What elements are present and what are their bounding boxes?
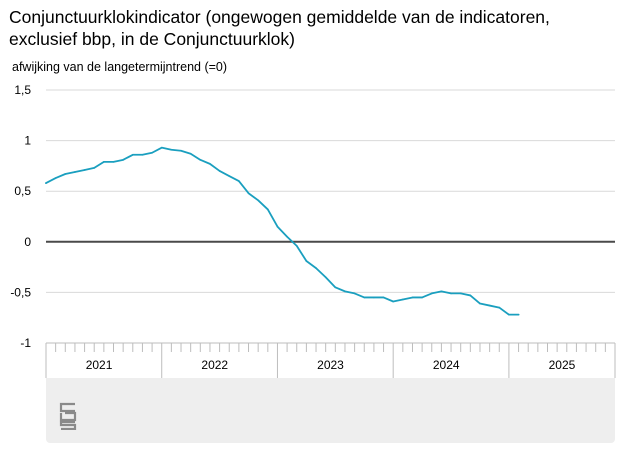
data-point xyxy=(353,292,356,295)
x-tick-label: 2021 xyxy=(86,358,113,372)
data-point xyxy=(267,208,269,211)
y-tick-label: -0,5 xyxy=(10,285,31,299)
data-point xyxy=(421,296,423,299)
data-point xyxy=(209,163,211,165)
data-point xyxy=(93,167,96,169)
data-point xyxy=(411,296,414,299)
data-point xyxy=(45,182,47,184)
data-point xyxy=(131,153,134,156)
data-point xyxy=(305,260,308,262)
data-point xyxy=(373,296,375,299)
x-tick-label: 2023 xyxy=(317,358,344,372)
data-point xyxy=(430,292,433,295)
data-point xyxy=(189,152,192,155)
data-point xyxy=(488,304,491,307)
data-point xyxy=(363,296,366,299)
x-tick-label: 2022 xyxy=(201,358,228,372)
chart-footer xyxy=(46,378,615,443)
data-point xyxy=(180,149,182,152)
y-tick-label: 0 xyxy=(24,235,31,249)
data-point xyxy=(103,161,105,163)
y-tick-label: 0,5 xyxy=(14,184,31,198)
data-point xyxy=(64,173,67,175)
x-tick-label: 2024 xyxy=(433,358,460,372)
data-point xyxy=(334,286,337,289)
data-point xyxy=(141,153,144,156)
data-point xyxy=(469,294,472,297)
data-point xyxy=(276,225,279,228)
y-tick-label: 1,5 xyxy=(14,83,31,97)
data-point xyxy=(170,148,173,151)
y-tick-label: -1 xyxy=(20,336,31,350)
data-point xyxy=(112,161,115,163)
data-point xyxy=(74,171,76,173)
cbs-logo-icon xyxy=(59,402,77,430)
data-point xyxy=(315,267,317,269)
chart-title: Conjunctuurklokindicator (ongewogen gemi… xyxy=(9,7,550,49)
data-point xyxy=(517,313,520,316)
data-point xyxy=(440,290,443,293)
data-point xyxy=(160,146,163,149)
data-point xyxy=(218,170,221,172)
data-point xyxy=(54,177,57,179)
data-point xyxy=(199,159,202,161)
data-point xyxy=(479,302,481,305)
x-tick-label: 2025 xyxy=(549,358,576,372)
data-point xyxy=(402,298,404,301)
data-point xyxy=(450,292,452,295)
data-point xyxy=(459,292,462,295)
data-point xyxy=(508,313,510,316)
data-point xyxy=(228,175,231,177)
data-point xyxy=(83,169,86,171)
data-point xyxy=(151,151,153,154)
data-point xyxy=(247,192,250,195)
series-line xyxy=(45,146,520,316)
data-point xyxy=(324,276,327,279)
data-point xyxy=(286,235,288,238)
y-axis-label: afwijking van de langetermijntrend (=0) xyxy=(12,60,228,74)
data-point xyxy=(257,199,259,202)
data-point xyxy=(498,306,501,309)
data-point xyxy=(238,180,240,182)
y-tick-label: 1 xyxy=(24,134,31,148)
data-point xyxy=(344,290,346,293)
data-point xyxy=(295,245,298,247)
data-point xyxy=(122,159,124,161)
data-point xyxy=(382,296,385,299)
data-point xyxy=(392,300,394,303)
